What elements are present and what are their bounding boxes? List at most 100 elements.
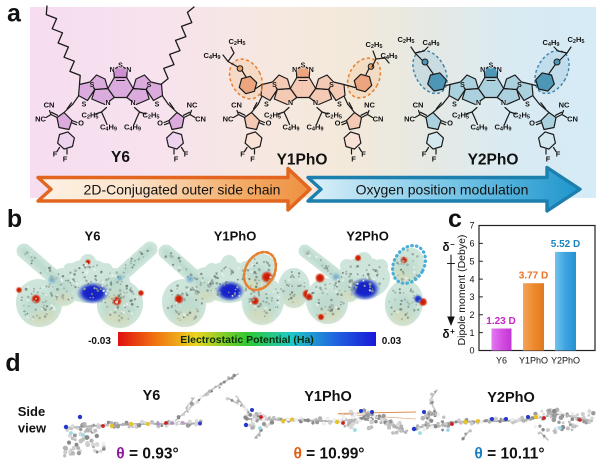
- svg-text:1.23 D: 1.23 D: [486, 316, 515, 327]
- svg-text:S: S: [489, 62, 494, 69]
- svg-text:Y6: Y6: [111, 149, 130, 166]
- svg-text:Y1PhO: Y1PhO: [519, 356, 548, 366]
- svg-text:S: S: [118, 62, 123, 69]
- svg-text:S: S: [452, 102, 457, 109]
- svg-text:θ = 10.99°: θ = 10.99°: [293, 446, 364, 463]
- svg-text:2: 2: [469, 310, 474, 320]
- svg-text:S: S: [90, 82, 95, 89]
- svg-text:S: S: [272, 82, 277, 89]
- svg-text:CN: CN: [413, 101, 424, 110]
- svg-text:C4H9: C4H9: [380, 51, 397, 61]
- svg-text:N: N: [501, 100, 506, 107]
- svg-text:N: N: [497, 67, 502, 74]
- svg-text:Y2PhO: Y2PhO: [551, 356, 580, 366]
- svg-text:view: view: [18, 421, 47, 436]
- svg-text:N: N: [480, 67, 485, 74]
- svg-text:O: O: [447, 119, 453, 128]
- svg-text:2D-Conjugated outer side chain: 2D-Conjugated outer side chain: [84, 181, 281, 197]
- svg-text:C2H5: C2H5: [325, 111, 342, 121]
- svg-text:F: F: [546, 155, 551, 164]
- svg-text:C4H9: C4H9: [542, 38, 559, 48]
- svg-text:N: N: [288, 100, 293, 107]
- svg-text:C2H5: C2H5: [452, 111, 469, 121]
- svg-text:N: N: [110, 67, 115, 74]
- svg-text:S: S: [460, 82, 465, 89]
- svg-text:6: 6: [469, 239, 474, 249]
- svg-text:NC: NC: [223, 115, 234, 124]
- svg-text:δ: δ: [443, 242, 450, 254]
- svg-text:C4H9: C4H9: [124, 123, 141, 133]
- svg-text:F: F: [174, 155, 179, 164]
- svg-text:C4H9: C4H9: [100, 123, 117, 133]
- svg-text:C4H9: C4H9: [422, 38, 439, 48]
- svg-text:Y6: Y6: [143, 388, 161, 404]
- svg-text:N: N: [105, 100, 110, 107]
- svg-text:F: F: [432, 155, 437, 164]
- svg-text:F: F: [361, 150, 366, 159]
- svg-text:O: O: [266, 119, 272, 128]
- svg-text:Y1PhO: Y1PhO: [277, 152, 328, 169]
- svg-text:F: F: [53, 150, 58, 159]
- svg-text:+: +: [450, 327, 455, 336]
- svg-text:5: 5: [469, 256, 474, 266]
- svg-text:C2H5: C2H5: [365, 40, 382, 50]
- svg-text:F: F: [250, 155, 255, 164]
- svg-text:O: O: [78, 119, 84, 128]
- svg-text:δ: δ: [443, 329, 450, 341]
- svg-text:3.77 D: 3.77 D: [519, 271, 548, 282]
- svg-text:F: F: [184, 150, 189, 159]
- svg-text:CN: CN: [195, 115, 206, 124]
- svg-text:S: S: [155, 102, 160, 109]
- svg-text:S: S: [301, 62, 306, 69]
- svg-text:S: S: [517, 82, 522, 89]
- svg-text:C2H5: C2H5: [81, 111, 98, 121]
- svg-text:C2H5: C2H5: [142, 111, 159, 121]
- svg-text:NC: NC: [187, 101, 198, 110]
- svg-text:C4H9: C4H9: [203, 51, 220, 61]
- svg-text:Y6: Y6: [496, 356, 507, 366]
- svg-text:NC: NC: [364, 101, 375, 110]
- svg-text:θ = 10.11°: θ = 10.11°: [474, 446, 544, 463]
- svg-text:S: S: [329, 82, 334, 89]
- svg-text:d: d: [5, 349, 20, 377]
- svg-text:–: –: [450, 240, 455, 249]
- svg-text:Side: Side: [18, 404, 45, 419]
- svg-text:F: F: [422, 150, 427, 159]
- svg-text:CN: CN: [231, 101, 242, 110]
- svg-text:S: S: [337, 102, 342, 109]
- svg-text:C2H5: C2H5: [513, 111, 530, 121]
- svg-text:C2H5: C2H5: [397, 35, 414, 45]
- svg-text:Oxygen position modulation: Oxygen position modulation: [356, 181, 529, 197]
- svg-text:N: N: [292, 67, 297, 74]
- svg-text:N: N: [130, 100, 135, 107]
- svg-text:C4H9: C4H9: [494, 123, 511, 133]
- svg-text:NC: NC: [559, 101, 570, 110]
- svg-text:F: F: [556, 150, 561, 159]
- svg-text:C2H5: C2H5: [228, 37, 245, 47]
- svg-text:5.52 D: 5.52 D: [551, 239, 580, 250]
- svg-text:1: 1: [469, 328, 474, 338]
- svg-text:Y2PhO: Y2PhO: [487, 390, 535, 406]
- svg-text:4: 4: [469, 274, 474, 284]
- svg-text:C2H5: C2H5: [567, 35, 584, 45]
- svg-text:F: F: [63, 155, 68, 164]
- svg-text:a: a: [7, 0, 22, 28]
- svg-text:NC: NC: [35, 115, 46, 124]
- svg-text:CN: CN: [44, 101, 55, 110]
- svg-text:C4H9: C4H9: [470, 123, 487, 133]
- svg-text:-0.03: -0.03: [88, 336, 111, 347]
- svg-text:Y2PhO: Y2PhO: [346, 229, 389, 244]
- svg-text:c: c: [448, 205, 462, 233]
- svg-text:S: S: [264, 102, 269, 109]
- svg-text:O: O: [529, 119, 535, 128]
- svg-text:O: O: [335, 119, 341, 128]
- svg-text:F: F: [351, 155, 356, 164]
- svg-text:7: 7: [469, 221, 474, 231]
- svg-text:C4H9: C4H9: [282, 123, 299, 133]
- svg-text:Dipole moment (Debye): Dipole moment (Debye): [456, 235, 468, 346]
- svg-text:N: N: [309, 67, 314, 74]
- svg-text:S: S: [525, 102, 530, 109]
- svg-text:CN: CN: [567, 115, 578, 124]
- svg-text:C2H5: C2H5: [264, 111, 281, 121]
- svg-text:b: b: [7, 205, 22, 233]
